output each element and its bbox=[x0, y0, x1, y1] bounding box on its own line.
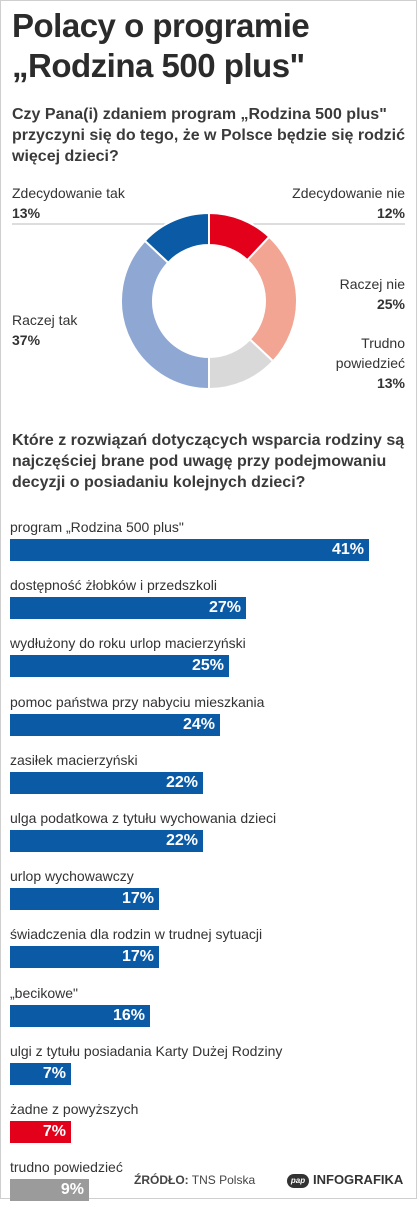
donut-slice-zdecydowanie-tak bbox=[143, 212, 210, 265]
pie-label-text: Zdecydowanie tak bbox=[12, 185, 125, 201]
pie-label-zdecydowanie-nie: Zdecydowanie nie 12% bbox=[292, 183, 405, 223]
bar-value-label: 24% bbox=[182, 716, 215, 733]
bar-category-label: świadczenia dla rodzin w trudnej sytuacj… bbox=[10, 926, 263, 942]
bar-value-label: 16% bbox=[112, 1007, 145, 1024]
bar-value-label: 27% bbox=[208, 599, 241, 616]
source-label: ŹRÓDŁO: bbox=[134, 1173, 189, 1187]
bar-category-label: ulga podatkowa z tytułu wychowania dziec… bbox=[10, 810, 277, 826]
bar-row: pomoc państwa przy nabyciu mieszkania 24% bbox=[10, 693, 410, 741]
pie-label-text: Trudno bbox=[361, 335, 405, 351]
pie-label-value: 12% bbox=[376, 205, 405, 221]
bar-category-label: wydłużony do roku urlop macierzyński bbox=[10, 635, 246, 651]
bar-value-label: 17% bbox=[121, 890, 154, 907]
bar-row: ulgi z tytułu posiadania Karty Dużej Rod… bbox=[10, 1042, 410, 1090]
bar: 16% bbox=[10, 1005, 150, 1027]
bar-value-label: 17% bbox=[121, 948, 154, 965]
pie-label-value: 13% bbox=[12, 205, 41, 221]
bar-question: Które z rozwiązań dotyczących wsparcia r… bbox=[12, 432, 405, 491]
bar-row: dostępność żłobków i przedszkoli 27% bbox=[10, 576, 410, 624]
pie-question: Czy Pana(i) zdaniem program „Rodzina 500… bbox=[12, 106, 406, 165]
source-note: ŹRÓDŁO: TNS Polska bbox=[134, 1170, 255, 1190]
pie-label-value: 37% bbox=[12, 332, 41, 348]
bar-row: trudno powiedzieć 9% bbox=[10, 1158, 410, 1206]
pap-logo: pap bbox=[287, 1173, 309, 1188]
bar: 9% bbox=[10, 1179, 89, 1201]
bar-value-label: 7% bbox=[42, 1123, 66, 1140]
title-line-2: „Rodzina 500 plus" bbox=[12, 47, 305, 84]
bar-value-label: 7% bbox=[42, 1065, 66, 1082]
brand-mark: pap INFOGRAFIKA bbox=[287, 1170, 403, 1190]
pie-label-raczej-nie: Raczej nie 25% bbox=[340, 274, 405, 314]
bar-value-label: 25% bbox=[191, 657, 224, 674]
title-line-1: Polacy o programie bbox=[12, 7, 310, 44]
bar: 27% bbox=[10, 597, 246, 619]
page-title: Polacy o programie „Rodzina 500 plus" bbox=[12, 6, 310, 86]
bar-category-label: „becikowe" bbox=[10, 985, 78, 1001]
donut-slice-raczej-tak bbox=[120, 239, 210, 390]
pie-leader-lines bbox=[12, 223, 405, 225]
bar: 7% bbox=[10, 1121, 71, 1143]
bar-row: ulga podatkowa z tytułu wychowania dziec… bbox=[10, 809, 410, 857]
bar-category-label: program „Rodzina 500 plus" bbox=[10, 519, 184, 535]
bar-category-label: pomoc państwa przy nabyciu mieszkania bbox=[10, 694, 265, 710]
bar: 17% bbox=[10, 888, 159, 910]
bar-category-label: żadne z powyższych bbox=[10, 1101, 139, 1117]
bar-category-label: zasiłek macierzyński bbox=[10, 752, 138, 768]
bar: 41% bbox=[10, 539, 369, 561]
bar-row: żadne z powyższych 7% bbox=[10, 1100, 410, 1148]
bar-row: świadczenia dla rodzin w trudnej sytuacj… bbox=[10, 925, 410, 973]
pie-label-text: Zdecydowanie nie bbox=[292, 185, 405, 201]
bar: 7% bbox=[10, 1063, 71, 1085]
pie-label-zdecydowanie-tak: Zdecydowanie tak 13% bbox=[12, 183, 125, 223]
donut-chart bbox=[120, 212, 298, 390]
bar-category-label: trudno powiedzieć bbox=[10, 1159, 123, 1175]
bar-row: wydłużony do roku urlop macierzyński 25% bbox=[10, 634, 410, 682]
pie-label-text: Raczej tak bbox=[12, 312, 78, 328]
pie-label-text: Raczej nie bbox=[339, 276, 405, 292]
bar-row: „becikowe" 16% bbox=[10, 984, 410, 1032]
bar-row: zasiłek macierzyński 22% bbox=[10, 751, 410, 799]
bar: 22% bbox=[10, 830, 203, 852]
bar-row: urlop wychowawczy 17% bbox=[10, 867, 410, 915]
bar-value-label: 9% bbox=[60, 1181, 84, 1198]
pie-label-text: powiedzieć bbox=[335, 355, 405, 371]
bar: 24% bbox=[10, 714, 220, 736]
pie-label-value: 13% bbox=[376, 375, 405, 391]
source-name: TNS Polska bbox=[191, 1173, 256, 1187]
bar-category-label: ulgi z tytułu posiadania Karty Dużej Rod… bbox=[10, 1043, 283, 1059]
brand-name: INFOGRAFIKA bbox=[313, 1172, 404, 1187]
bar-value-label: 22% bbox=[165, 774, 198, 791]
pie-label-value: 25% bbox=[376, 296, 405, 312]
bar-row: program „Rodzina 500 plus" 41% bbox=[10, 518, 410, 566]
bar-category-label: dostępność żłobków i przedszkoli bbox=[10, 577, 217, 593]
bar-category-label: urlop wychowawczy bbox=[10, 868, 134, 884]
bar: 17% bbox=[10, 946, 159, 968]
pie-label-raczej-tak: Raczej tak 37% bbox=[12, 310, 77, 350]
donut-slice-raczej-nie bbox=[245, 235, 298, 363]
bar: 22% bbox=[10, 772, 203, 794]
bar: 25% bbox=[10, 655, 229, 677]
bar-value-label: 41% bbox=[331, 541, 364, 558]
bar-value-label: 22% bbox=[165, 832, 198, 849]
pie-label-trudno-powiedziec: Trudno powiedzieć 13% bbox=[336, 333, 405, 393]
